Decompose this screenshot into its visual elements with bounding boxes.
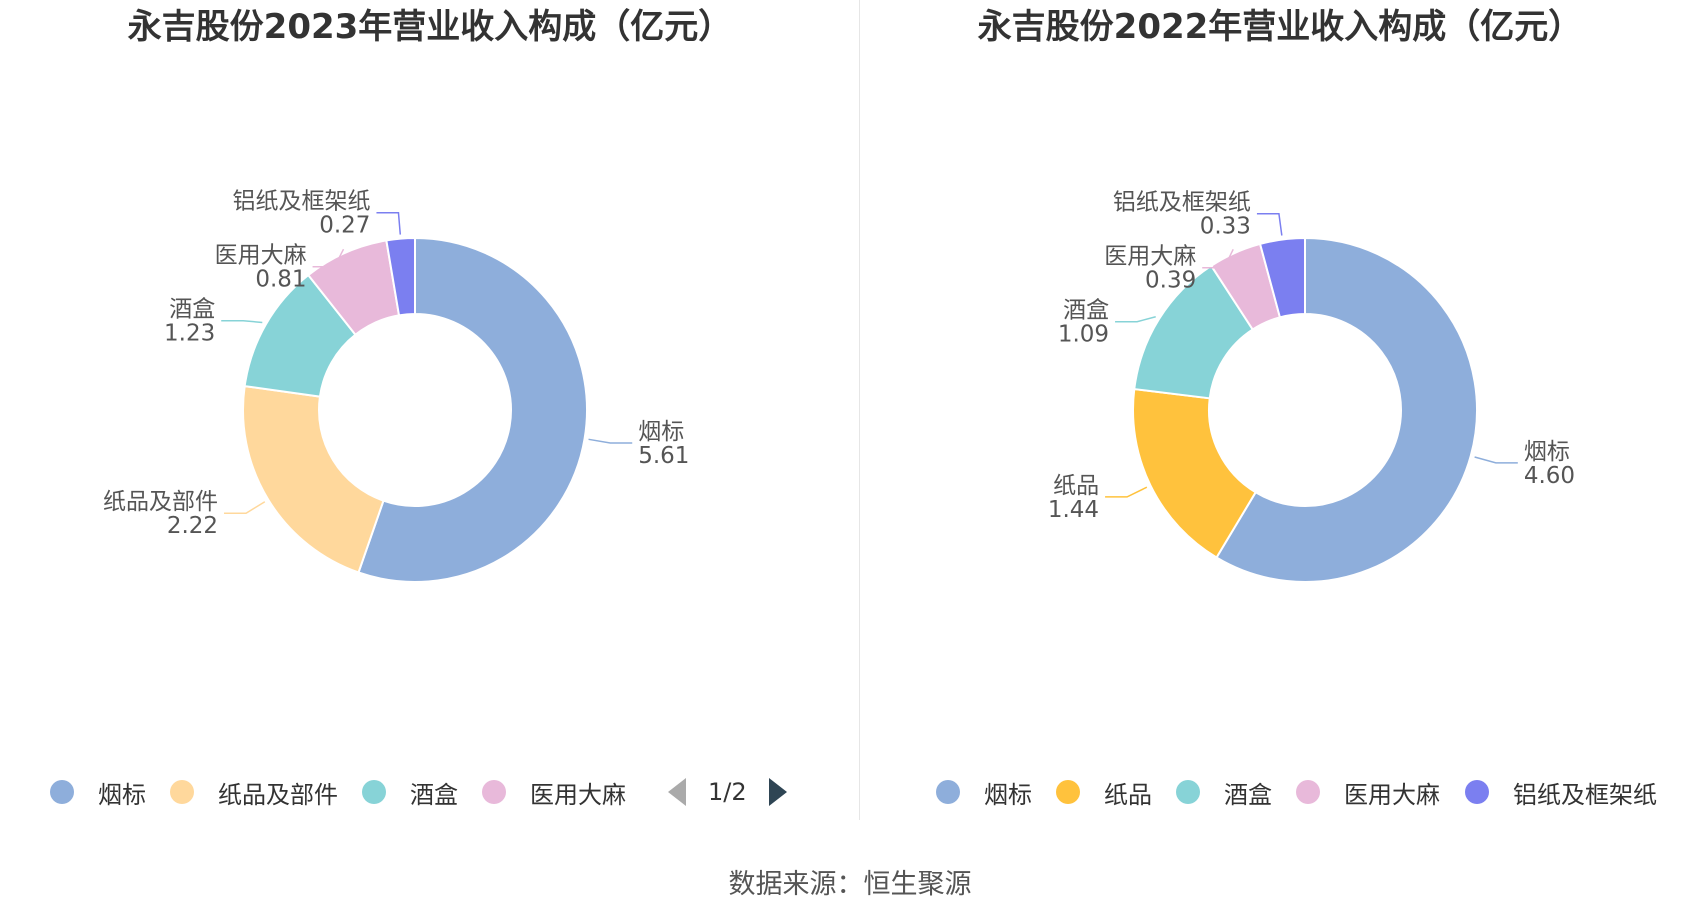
legend-dot — [1465, 780, 1489, 804]
slice-value-yiyongdama: 0.39 — [1145, 268, 1196, 294]
legend-dot — [936, 780, 960, 804]
label-leader-zhipin — [224, 501, 266, 514]
slice-value-lvzhi: 0.33 — [1200, 214, 1251, 240]
slice-label-yiyongdama: 医用大麻 — [1104, 244, 1196, 270]
legend-pager: 1/2 — [668, 772, 787, 812]
label-leader-yanbiao — [588, 438, 633, 444]
legend-item-yanbiao-2023[interactable]: 烟标 — [50, 772, 146, 812]
slice-value-yiyongdama: 0.81 — [255, 267, 306, 293]
slice-label-jiuhe: 酒盒 — [169, 297, 215, 323]
slice-value-yanbiao: 4.60 — [1524, 463, 1575, 489]
legend-dot — [362, 780, 386, 804]
slice-label-yiyongdama: 医用大麻 — [215, 243, 307, 269]
label-leader-lvzhi — [1256, 212, 1283, 236]
slice-lvzhi[interactable] — [1258, 236, 1306, 319]
legend-dot — [482, 780, 506, 804]
slice-label-yanbiao: 烟标 — [1524, 439, 1570, 465]
slice-yanbiao[interactable] — [357, 236, 588, 583]
slice-label-yanbiao: 烟标 — [638, 419, 684, 445]
slice-label-lvzhi: 铝纸及框架纸 — [232, 189, 370, 215]
legend-dot — [170, 780, 194, 804]
legend-dot — [1296, 780, 1320, 804]
slice-value-yanbiao: 5.61 — [638, 443, 689, 469]
slice-value-lvzhi: 0.27 — [319, 213, 370, 239]
chart-2022-panel: 永吉股份2022年营业收入构成（亿元） 烟标 4.60 纸品 1.44 酒盒 1.09 医用… — [860, 0, 1700, 820]
pager-indicator: 1/2 — [708, 778, 747, 806]
legend-item-jiuhe-2022[interactable]: 酒盒 — [1176, 772, 1272, 812]
slice-yanbiao[interactable] — [1215, 236, 1478, 583]
label-leader-jiuhe — [1115, 316, 1156, 323]
legend-label: 医用大麻 — [1344, 780, 1440, 809]
legend-item-zhipin-2022[interactable]: 纸品 — [1056, 772, 1152, 812]
legend-dot — [50, 780, 74, 804]
legend-dot — [1056, 780, 1080, 804]
legend-label: 纸品 — [1104, 780, 1152, 809]
legend-item-jiuhe-2023[interactable]: 酒盒 — [362, 772, 458, 812]
chart-2022-legend: 烟标 纸品 酒盒 医用大麻 铝纸及框架纸 — [860, 772, 1700, 812]
slice-label-lvzhi: 铝纸及框架纸 — [1113, 190, 1251, 216]
legend-label: 纸品及部件 — [218, 780, 338, 809]
legend-item-lvzhi-kuangjiazhi-2022[interactable]: 铝纸及框架纸 — [1465, 772, 1657, 812]
slice-zhipin[interactable] — [1132, 387, 1257, 559]
slice-label-zhipin: 纸品及部件 — [103, 489, 218, 515]
legend-item-zhipin-bujian-2023[interactable]: 纸品及部件 — [170, 772, 338, 812]
panel-divider — [859, 0, 860, 820]
label-leader-jiuhe — [221, 319, 263, 324]
slice-label-jiuhe: 酒盒 — [1063, 298, 1109, 324]
legend-label: 酒盒 — [1224, 780, 1272, 809]
chart-2023-legend: 烟标 纸品及部件 酒盒 医用大麻 1/2 — [0, 772, 860, 812]
label-leader-yiyongdama — [312, 248, 345, 268]
slice-value-jiuhe: 1.09 — [1058, 322, 1109, 348]
legend-label: 铝纸及框架纸 — [1513, 780, 1657, 809]
slice-lvzhi[interactable] — [385, 236, 416, 317]
pager-next-arrow-icon[interactable] — [768, 778, 787, 806]
data-source-note: 数据来源：恒生聚源 — [728, 869, 972, 900]
chart-2023-title: 永吉股份2023年营业收入构成（亿元） — [127, 7, 733, 47]
legend-item-yiyongdama-2023[interactable]: 医用大麻 — [482, 772, 626, 812]
label-leader-zhipin — [1105, 486, 1148, 498]
chart-2022-title: 永吉股份2022年营业收入构成（亿元） — [977, 7, 1583, 47]
slice-value-jiuhe: 1.23 — [164, 321, 215, 347]
chart-2023-panel: 永吉股份2023年营业收入构成（亿元） 烟标 5.61 纸品及部件 2.22 酒盒 1.2… — [0, 0, 860, 820]
legend-item-yiyongdama-2022[interactable]: 医用大麻 — [1296, 772, 1440, 812]
slice-value-zhipin: 2.22 — [167, 513, 218, 539]
legend-label: 烟标 — [984, 780, 1032, 809]
label-leader-yiyongdama — [1202, 248, 1234, 269]
legend-label: 酒盒 — [410, 780, 458, 809]
slice-label-zhipin: 纸品 — [1053, 473, 1099, 499]
label-leader-lvzhi — [376, 211, 402, 235]
legend-label: 烟标 — [98, 780, 146, 809]
slice-zhipin[interactable] — [242, 384, 385, 574]
legend-item-yanbiao-2022[interactable]: 烟标 — [936, 772, 1032, 812]
legend-label: 医用大麻 — [530, 780, 626, 809]
label-leader-yanbiao — [1474, 456, 1518, 464]
slice-value-zhipin: 1.44 — [1048, 497, 1099, 523]
pager-prev-arrow-icon[interactable] — [668, 778, 686, 806]
legend-dot — [1176, 780, 1200, 804]
